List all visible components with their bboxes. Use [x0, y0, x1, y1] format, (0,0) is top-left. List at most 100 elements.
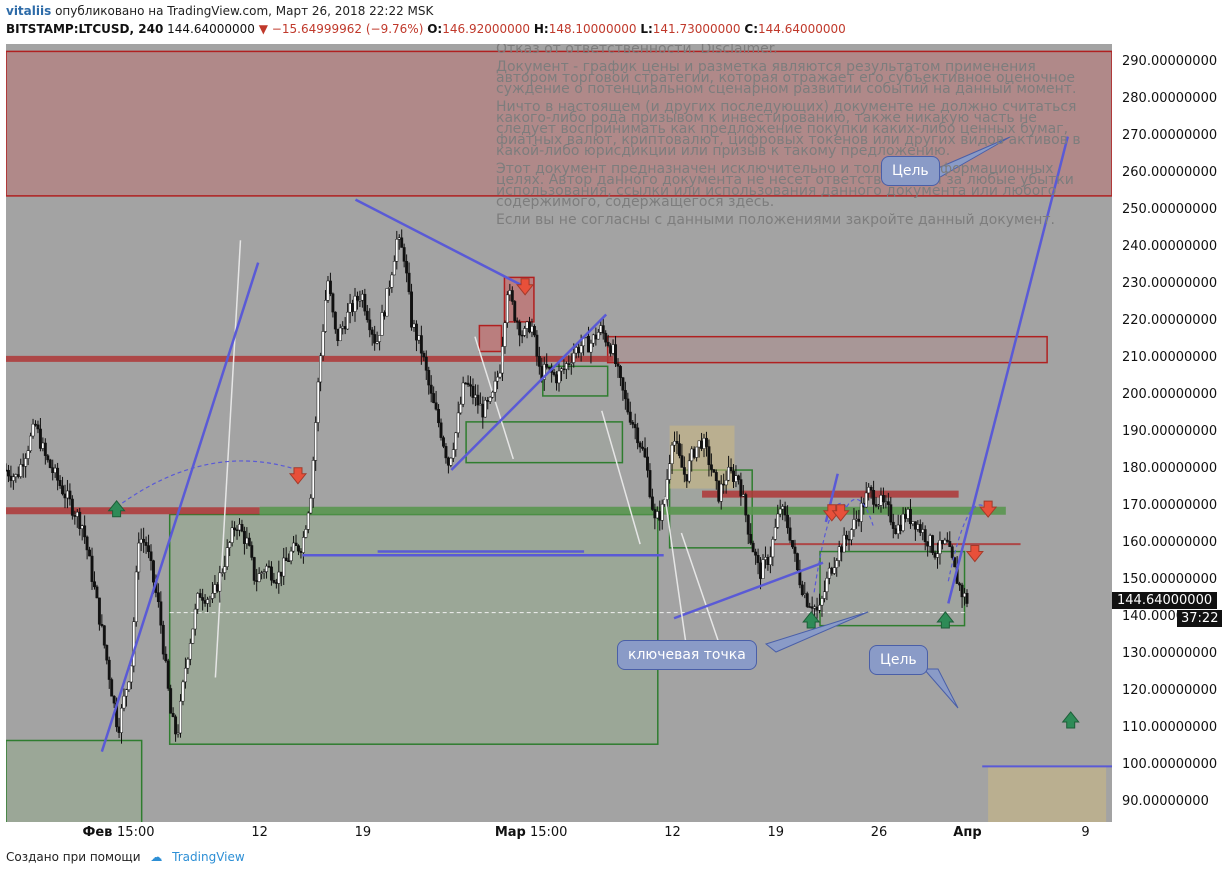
- price-chart[interactable]: [6, 44, 1112, 822]
- candle-up: [781, 506, 785, 510]
- candle-down: [874, 504, 878, 507]
- candle-up: [832, 567, 836, 574]
- candle-down: [46, 455, 50, 461]
- candle-down: [756, 555, 760, 564]
- candle-up: [670, 444, 674, 464]
- trendline: [450, 313, 608, 471]
- candle-down: [144, 542, 148, 546]
- candle-down: [869, 486, 873, 491]
- candle-down: [405, 261, 409, 274]
- candle-down: [156, 592, 160, 602]
- candle-down: [356, 295, 359, 301]
- candle-up: [938, 540, 942, 554]
- candle-up: [218, 572, 222, 592]
- candle-down: [786, 514, 790, 529]
- candle-up: [378, 335, 382, 342]
- time-axis[interactable]: Фев 15:00 12 19 Мар 15:00 12 19 26 Апр 9: [6, 822, 1112, 844]
- candle-down: [808, 606, 812, 608]
- candle-down: [709, 464, 713, 470]
- candle-up: [850, 529, 853, 541]
- candle-down: [419, 335, 423, 354]
- candle-up: [768, 556, 772, 565]
- candle-down: [515, 320, 519, 323]
- candle-down: [90, 555, 94, 582]
- candle-down: [646, 456, 649, 471]
- candle-up: [139, 538, 143, 544]
- candle-up: [188, 643, 192, 660]
- dashed-arc: [846, 498, 874, 526]
- candle-down: [840, 546, 844, 553]
- tradingview-brand[interactable]: TradingView: [172, 850, 245, 864]
- disclaimer-paragraph: Документ - график цены и разметка являют…: [496, 59, 1077, 97]
- candle-down: [788, 527, 792, 541]
- candle-up: [360, 293, 364, 301]
- candle-down: [351, 303, 354, 312]
- candle-down: [705, 437, 708, 447]
- candle-down: [466, 382, 470, 385]
- candle-up: [282, 557, 286, 577]
- candle-down: [712, 469, 716, 473]
- candle-down: [636, 427, 640, 444]
- candle-up: [803, 593, 807, 596]
- target-callout-bottom[interactable]: Цель: [869, 645, 928, 675]
- candle-up: [11, 476, 15, 481]
- candle-down: [677, 443, 681, 456]
- candle-up: [854, 518, 858, 521]
- candle-down: [653, 509, 657, 519]
- key-point-callout[interactable]: ключевая точка: [617, 640, 757, 670]
- candle-up: [668, 463, 672, 480]
- candle-up: [822, 591, 826, 599]
- down-arrow-icon: [965, 545, 984, 563]
- chart-plot-area[interactable]: Отказ от ответственности. Disclaimer. До…: [6, 44, 1112, 822]
- candle-down: [274, 582, 278, 584]
- candle-up: [390, 274, 394, 288]
- price-tick-label: 180.00000000: [1122, 461, 1218, 477]
- tradingview-logo-icon[interactable]: ☁: [150, 850, 163, 864]
- candle-down: [606, 341, 610, 346]
- target-callout-top[interactable]: Цель: [881, 156, 940, 186]
- candle-up: [306, 512, 310, 530]
- callout-pointer: [764, 611, 869, 653]
- up-arrow-icon: [1061, 711, 1080, 729]
- candle-up: [877, 505, 880, 507]
- candle-up: [183, 667, 187, 683]
- candle-down: [287, 560, 291, 563]
- close-label: C:: [744, 22, 758, 36]
- candle-up: [176, 732, 180, 735]
- price-tick-label: 100.00000000: [1122, 757, 1218, 773]
- candle-down: [400, 237, 404, 248]
- candle-down: [918, 524, 922, 533]
- candle-up: [220, 572, 224, 574]
- author-name[interactable]: vitaliis: [6, 4, 52, 18]
- candle-down: [510, 290, 514, 302]
- candle-down: [609, 345, 613, 354]
- candle-down: [242, 530, 246, 544]
- candle-up: [186, 658, 190, 669]
- candle-up: [324, 300, 327, 332]
- candle-down: [931, 535, 935, 553]
- candle-up: [572, 352, 576, 363]
- candle-down: [429, 384, 433, 394]
- candle-up: [491, 391, 495, 398]
- candle-up: [309, 497, 313, 514]
- candle-up: [456, 412, 460, 434]
- candle-down: [402, 247, 406, 262]
- candle-down: [100, 624, 104, 626]
- candle-down: [437, 409, 441, 424]
- price-tick-label: 220.00000000: [1122, 312, 1218, 328]
- last-price-tag: 144.64000000: [1112, 592, 1218, 609]
- disclaimer-paragraph: Если вы не согласны с данными положениям…: [496, 212, 1055, 228]
- candle-down: [486, 399, 490, 402]
- candle-down: [749, 534, 753, 544]
- candle-down: [759, 562, 762, 579]
- candle-up: [936, 553, 939, 558]
- candle-up: [304, 529, 308, 538]
- symbol-label[interactable]: BITSTAMP:LTCUSD, 240: [6, 22, 164, 36]
- price-axis[interactable]: 290.00000000 280.00000000 270.00000000 260.…: [1112, 44, 1231, 822]
- candle-up: [41, 442, 45, 449]
- trendline: [100, 262, 260, 752]
- candle-up: [493, 380, 497, 393]
- candle-up: [702, 437, 706, 449]
- candle-down: [442, 437, 445, 447]
- trendline: [947, 136, 1069, 604]
